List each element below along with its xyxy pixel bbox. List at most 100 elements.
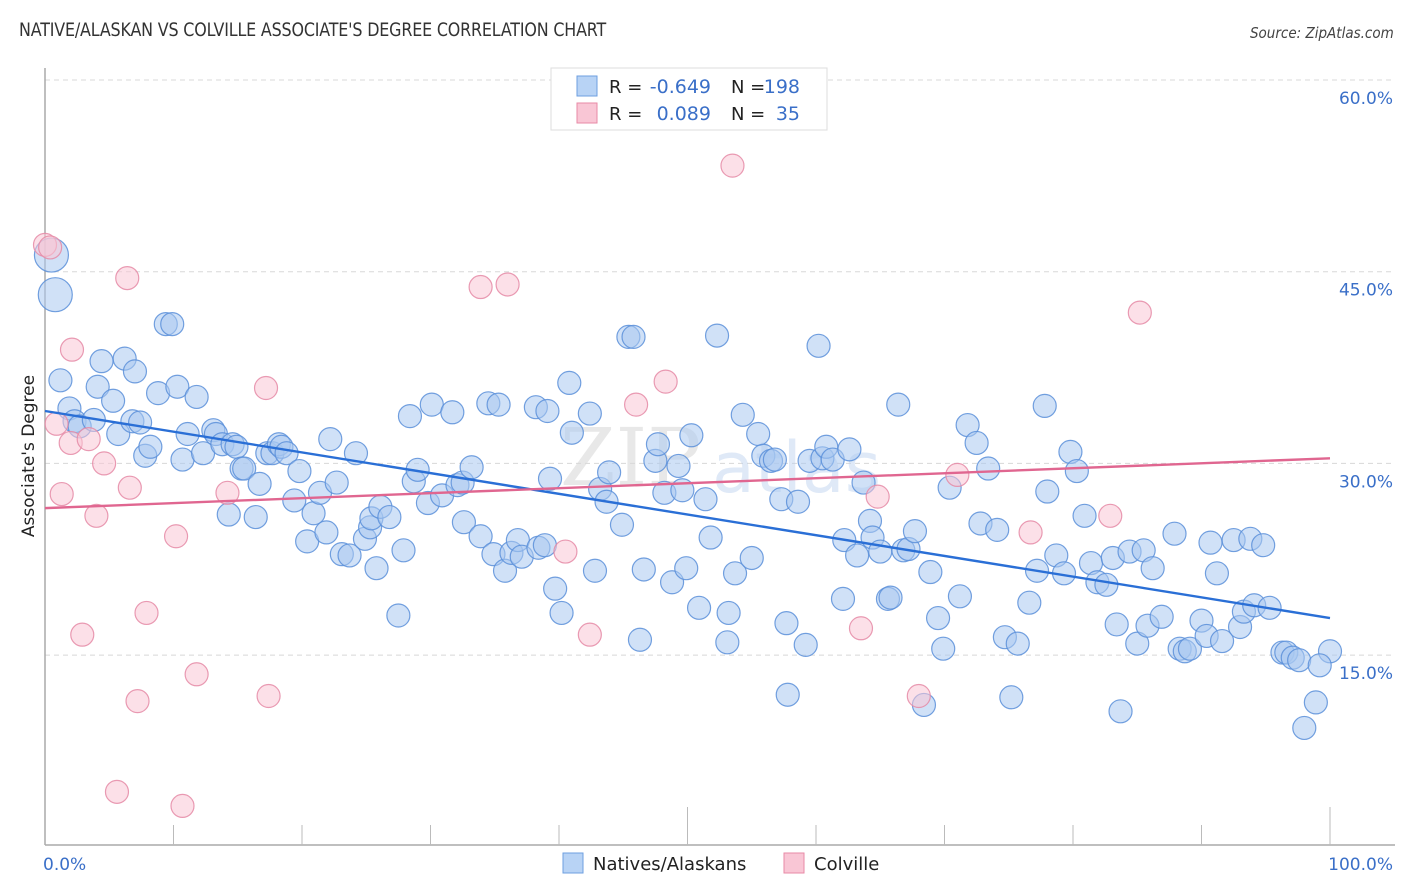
data-point	[906, 683, 931, 709]
trend-line-colville	[44, 457, 1331, 510]
data-point	[314, 520, 339, 545]
data-point	[627, 627, 653, 652]
data-point	[125, 689, 150, 714]
data-point	[49, 481, 74, 507]
data-point	[397, 404, 423, 429]
data-point	[621, 324, 646, 349]
data-point	[645, 432, 671, 457]
data-point	[730, 402, 755, 427]
data-point	[1303, 690, 1328, 715]
data-point	[386, 603, 411, 628]
source-label: Source: ZipAtlas.com	[1250, 24, 1394, 42]
data-point	[1127, 300, 1152, 325]
y-axis-title: Associate's Degree	[19, 375, 39, 537]
data-point	[122, 359, 148, 384]
data-point	[391, 538, 416, 563]
data-point	[170, 793, 195, 819]
data-point	[886, 392, 911, 417]
data-point	[1209, 628, 1235, 654]
data-point	[377, 504, 402, 530]
data-point	[1307, 653, 1332, 678]
data-point	[925, 605, 951, 631]
legend-r-label: R =	[609, 104, 642, 125]
data-point	[1292, 715, 1317, 741]
data-point	[243, 504, 268, 530]
data-points	[32, 153, 1343, 819]
y-tick-label: 45.0%	[1339, 281, 1393, 301]
data-point	[582, 558, 608, 583]
data-point	[746, 421, 771, 447]
data-point	[739, 545, 764, 571]
data-point	[623, 392, 649, 417]
data-point	[631, 557, 656, 582]
bottom-legend-item-natives[interactable]: Natives/Alaskans	[562, 852, 746, 875]
x-tick-label: 100.0%	[1328, 855, 1393, 875]
data-point	[468, 524, 493, 549]
data-point	[101, 388, 126, 413]
data-point	[59, 337, 85, 362]
data-point	[976, 456, 1001, 481]
data-point	[163, 524, 189, 549]
data-point	[532, 533, 557, 558]
data-point	[1125, 631, 1150, 656]
y-tick-labels: 15.0% 30.0% 45.0% 60.0%	[1339, 89, 1393, 684]
legend-r-value: 0.089	[657, 103, 711, 125]
data-point	[830, 586, 856, 611]
data-point	[1251, 533, 1276, 558]
data-point	[44, 411, 69, 436]
chart-title: NATIVE/ALASKAN VS COLVILLE ASSOCIATE'S D…	[19, 20, 607, 41]
data-point	[1149, 604, 1174, 629]
legend-r-value: -0.649	[650, 76, 711, 98]
data-point	[535, 398, 560, 424]
legend-n-value: 198	[764, 76, 800, 98]
data-point	[486, 392, 511, 417]
data-point	[324, 470, 349, 495]
data-point	[543, 576, 568, 601]
data-point	[1018, 520, 1043, 545]
data-point	[127, 410, 153, 435]
data-point	[343, 441, 369, 466]
data-point	[837, 437, 862, 462]
data-point	[364, 556, 389, 581]
legend-box: R = -0.649 N = 198 R = 0.089 N = 35	[550, 67, 828, 131]
bottom-legend-swatch-natives	[562, 852, 584, 874]
data-point	[38, 235, 63, 260]
gridlines	[45, 79, 1395, 656]
data-point	[722, 561, 748, 586]
data-point	[985, 517, 1010, 542]
data-point	[1035, 479, 1060, 504]
data-point	[184, 384, 209, 410]
data-point	[557, 370, 582, 395]
data-point	[693, 487, 718, 512]
data-point	[216, 502, 241, 527]
data-point	[134, 600, 159, 626]
y-tick-label: 15.0%	[1339, 664, 1393, 684]
data-point	[774, 611, 799, 636]
data-point	[138, 434, 163, 459]
legend-n-label: N =	[731, 77, 765, 98]
trend-line-natives-alaskans	[44, 409, 1331, 620]
data-point	[537, 466, 563, 491]
legend-row-natives: R = -0.649 N = 198	[576, 75, 800, 98]
bottom-legend-item-colville[interactable]: Colville	[783, 852, 879, 875]
data-point	[716, 600, 741, 626]
data-point	[318, 427, 343, 452]
data-point	[806, 333, 831, 358]
y-tick-label: 30.0%	[1339, 472, 1393, 492]
data-point	[247, 471, 272, 496]
data-point	[964, 430, 989, 456]
data-point	[37, 277, 73, 313]
data-point	[1017, 590, 1042, 615]
data-point	[947, 584, 973, 609]
data-point	[468, 274, 493, 300]
data-point	[686, 595, 712, 620]
data-point	[845, 543, 870, 568]
data-point	[1104, 612, 1129, 637]
data-point	[70, 622, 95, 647]
data-point	[337, 543, 362, 568]
data-point	[287, 458, 312, 484]
bottom-legend-label: Natives/Alaskans	[593, 854, 746, 875]
data-point	[215, 480, 240, 505]
trend-lines	[44, 409, 1331, 620]
